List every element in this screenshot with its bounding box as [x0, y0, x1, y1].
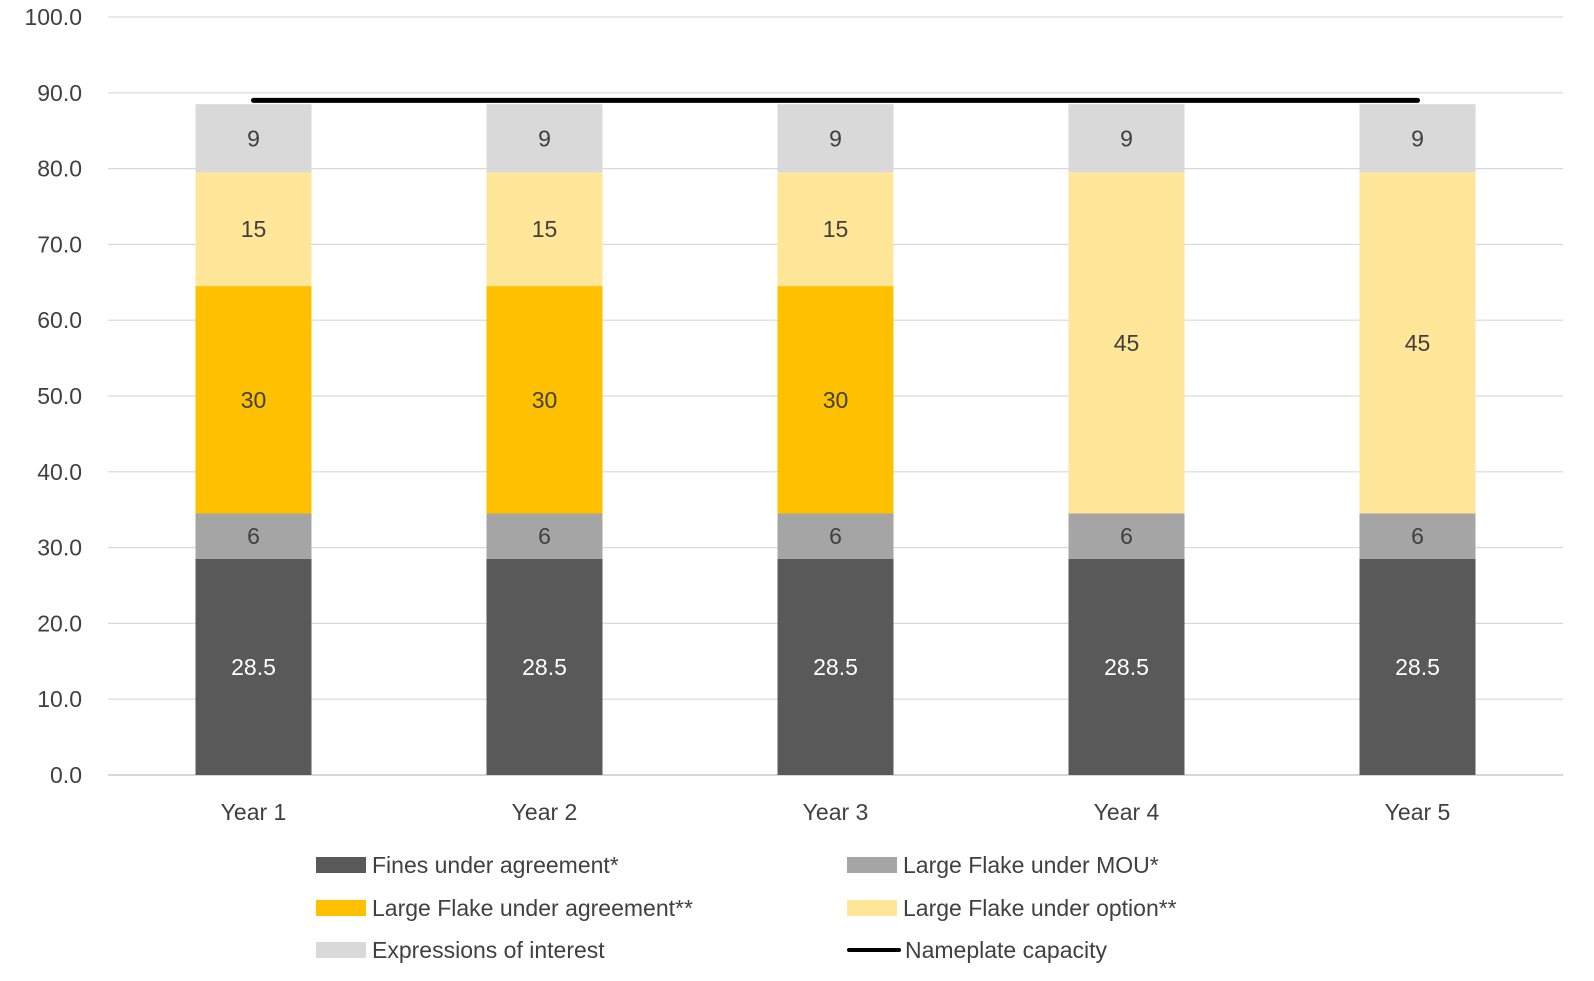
y-tick-label: 10.0	[37, 686, 82, 712]
bar-segment	[195, 172, 312, 287]
bar-segment	[1068, 558, 1185, 775]
bar-segment	[777, 172, 894, 287]
data-label: 28.5	[522, 654, 567, 680]
data-label: 6	[1120, 523, 1133, 549]
data-label: 15	[241, 216, 267, 242]
data-label: 28.5	[1395, 654, 1440, 680]
data-label: 6	[1411, 523, 1424, 549]
bar-segment	[486, 513, 603, 559]
y-tick-label: 50.0	[37, 383, 82, 409]
data-label: 15	[532, 216, 558, 242]
bar-segment	[777, 513, 894, 559]
y-tick-label: 60.0	[37, 307, 82, 333]
bar-segment	[486, 104, 603, 173]
data-label: 15	[823, 216, 849, 242]
bar-segment	[195, 513, 312, 559]
bar-segment	[195, 286, 312, 514]
data-label: 30	[823, 387, 849, 413]
bar-segment	[777, 286, 894, 514]
data-label: 6	[247, 523, 260, 549]
data-label: 30	[241, 387, 267, 413]
data-label: 9	[538, 125, 551, 151]
data-label: 9	[247, 125, 260, 151]
data-label: 6	[538, 523, 551, 549]
bar-segment	[486, 172, 603, 287]
data-label: 28.5	[231, 654, 276, 680]
y-tick-label: 80.0	[37, 156, 82, 182]
bar-segment	[195, 558, 312, 775]
data-label: 45	[1405, 330, 1431, 356]
bar-segment	[1068, 513, 1185, 559]
y-tick-label: 100.0	[24, 4, 82, 30]
y-tick-label: 90.0	[37, 80, 82, 106]
y-tick-label: 20.0	[37, 610, 82, 636]
x-tick-label: Year 5	[1385, 799, 1451, 825]
bar-segment	[777, 104, 894, 173]
bar-segment	[777, 558, 894, 775]
y-tick-label: 0.0	[50, 762, 82, 788]
bar-segment	[1359, 558, 1476, 775]
data-label: 9	[1411, 125, 1424, 151]
x-tick-label: Year 3	[803, 799, 869, 825]
bar-segment	[1359, 172, 1476, 514]
y-tick-label: 70.0	[37, 231, 82, 257]
data-label: 28.5	[1104, 654, 1149, 680]
data-label: 45	[1114, 330, 1140, 356]
y-tick-label: 40.0	[37, 459, 82, 485]
x-tick-label: Year 2	[512, 799, 578, 825]
bar-segment	[1068, 172, 1185, 514]
bar-segment	[1068, 104, 1185, 173]
bar-segment	[486, 286, 603, 514]
x-tick-label: Year 1	[221, 799, 287, 825]
data-label: 9	[829, 125, 842, 151]
x-tick-label: Year 4	[1094, 799, 1160, 825]
data-label: 28.5	[813, 654, 858, 680]
data-label: 6	[829, 523, 842, 549]
data-label: 9	[1120, 125, 1133, 151]
y-tick-label: 30.0	[37, 535, 82, 561]
bar-segment	[195, 104, 312, 173]
data-label: 30	[532, 387, 558, 413]
bar-segment	[486, 558, 603, 775]
bar-segment	[1359, 513, 1476, 559]
bar-segment	[1359, 104, 1476, 173]
